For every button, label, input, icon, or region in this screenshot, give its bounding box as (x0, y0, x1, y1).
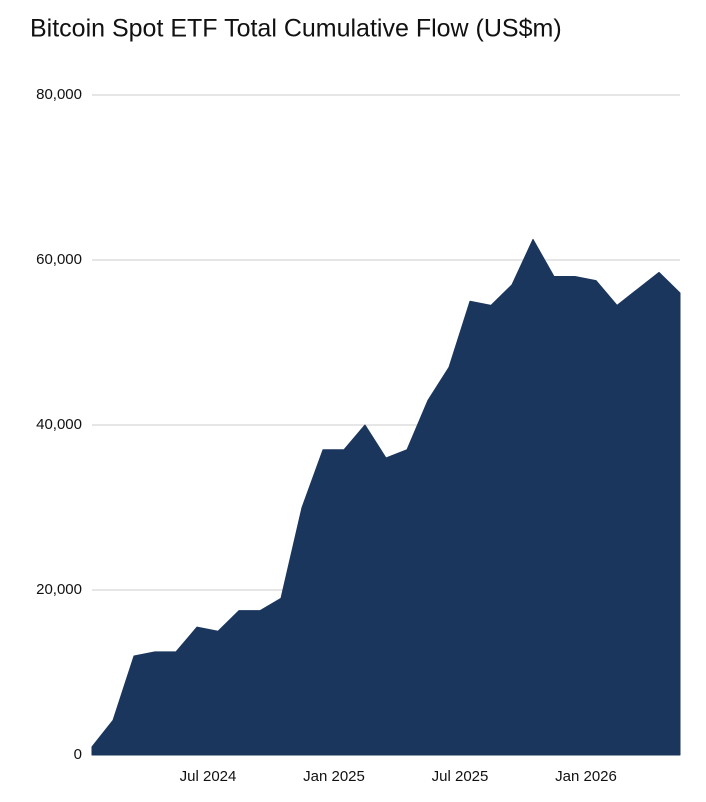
area (91, 238, 681, 756)
x-tick-label: Jul 2025 (432, 768, 489, 785)
y-tick-label: 0 (74, 746, 82, 763)
y-tick-label: 20,000 (36, 581, 82, 598)
x-tick-label: Jan 2025 (303, 768, 365, 785)
x-tick-label: Jul 2024 (180, 768, 237, 785)
chart-title: Bitcoin Spot ETF Total Cumulative Flow (… (30, 15, 562, 43)
y-tick-label: 60,000 (36, 251, 82, 268)
y-tick-label: 40,000 (36, 416, 82, 433)
x-tick-label: Jan 2026 (555, 768, 617, 785)
y-tick-label: 80,000 (36, 86, 82, 103)
